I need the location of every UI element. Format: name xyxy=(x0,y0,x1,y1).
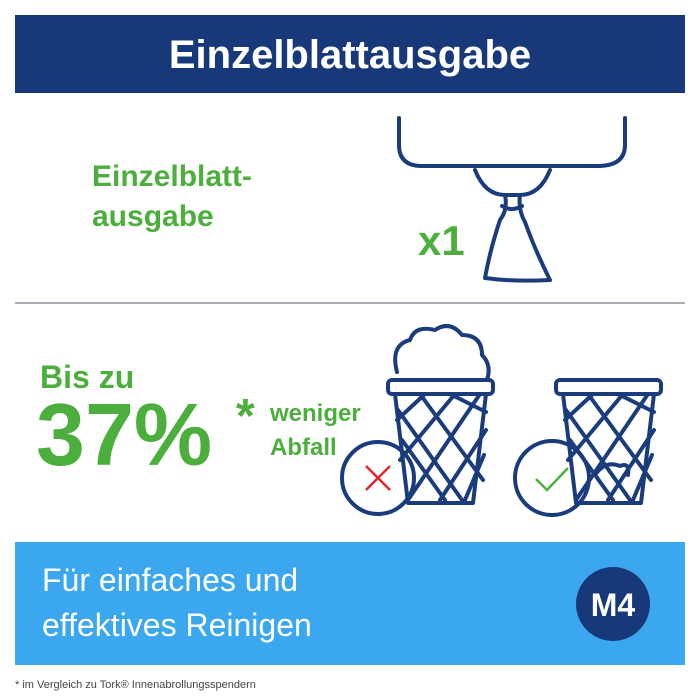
waste-suffix: weniger xyxy=(269,400,361,427)
waste-suffix: Abfall xyxy=(270,434,337,461)
badge-circle xyxy=(576,567,650,641)
banner-text: Für einfaches und xyxy=(42,562,298,598)
cross-mark xyxy=(365,465,391,491)
reduced-bin-icon xyxy=(554,378,663,505)
waste-amount: 37% xyxy=(36,385,212,484)
dispensing-label: ausgabe xyxy=(92,200,214,233)
banner xyxy=(15,542,685,665)
header-bar xyxy=(15,15,685,93)
asterisk: * xyxy=(236,390,255,443)
dispenser-icon xyxy=(397,116,627,283)
check-mark xyxy=(535,467,569,492)
sheet-count: x1 xyxy=(418,217,465,264)
header-title: Einzelblattausgabe xyxy=(169,33,531,77)
waste-prefix: Bis zu xyxy=(40,359,134,395)
dispensing-label: Einzelblatt- xyxy=(92,160,252,193)
banner-text: effektives Reinigen xyxy=(42,607,312,643)
footnote: * im Vergleich zu Tork® Innenabrollungss… xyxy=(15,679,256,691)
badge-label: M4 xyxy=(591,587,636,623)
check-badge xyxy=(513,439,591,517)
cross-badge xyxy=(340,440,416,516)
